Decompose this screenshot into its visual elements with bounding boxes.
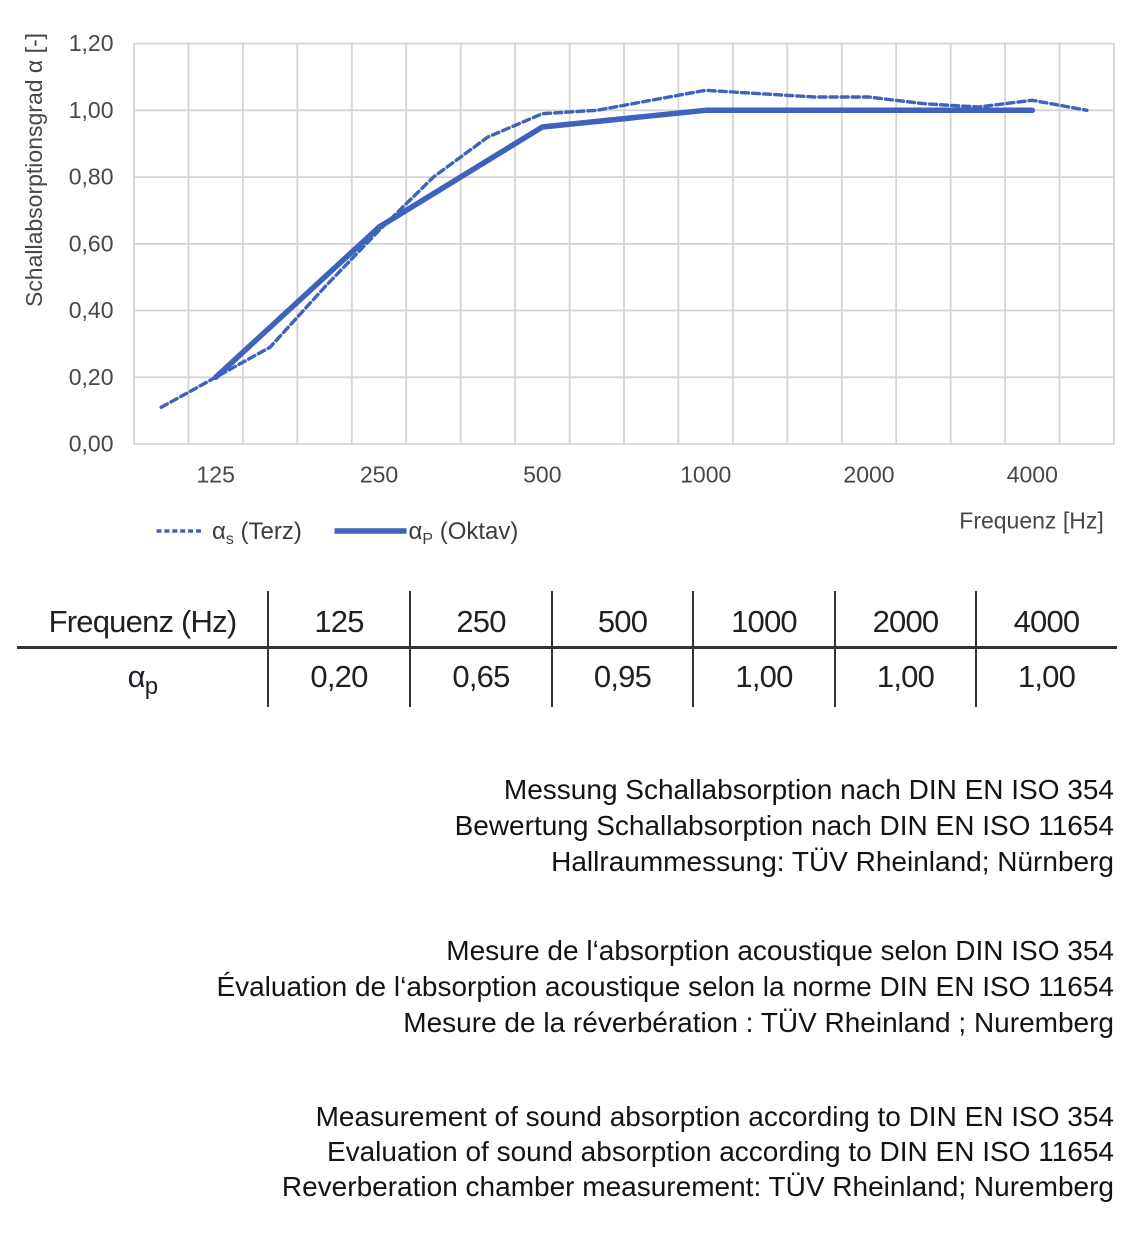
- svg-text:125: 125: [197, 462, 235, 488]
- svg-text:1000: 1000: [680, 462, 731, 488]
- svg-text:0,40: 0,40: [69, 297, 114, 323]
- svg-text:1,00: 1,00: [69, 97, 114, 123]
- svg-text:0,20: 0,20: [69, 364, 114, 390]
- svg-text:2000: 2000: [843, 462, 894, 488]
- svg-text:500: 500: [523, 462, 561, 488]
- svg-text:Schallabsorptionsgrad α [-]: Schallabsorptionsgrad α [-]: [21, 33, 47, 307]
- svg-text:0,00: 0,00: [69, 431, 114, 457]
- svg-text:1,20: 1,20: [69, 30, 114, 56]
- svg-text:αP (Oktav): αP (Oktav): [409, 518, 519, 548]
- svg-text:250: 250: [360, 462, 398, 488]
- svg-text:4000: 4000: [1007, 462, 1058, 488]
- svg-text:Frequenz [Hz]: Frequenz [Hz]: [959, 508, 1103, 534]
- svg-text:0,80: 0,80: [69, 164, 114, 190]
- svg-text:0,60: 0,60: [69, 230, 114, 256]
- svg-text:αs (Terz): αs (Terz): [212, 518, 302, 548]
